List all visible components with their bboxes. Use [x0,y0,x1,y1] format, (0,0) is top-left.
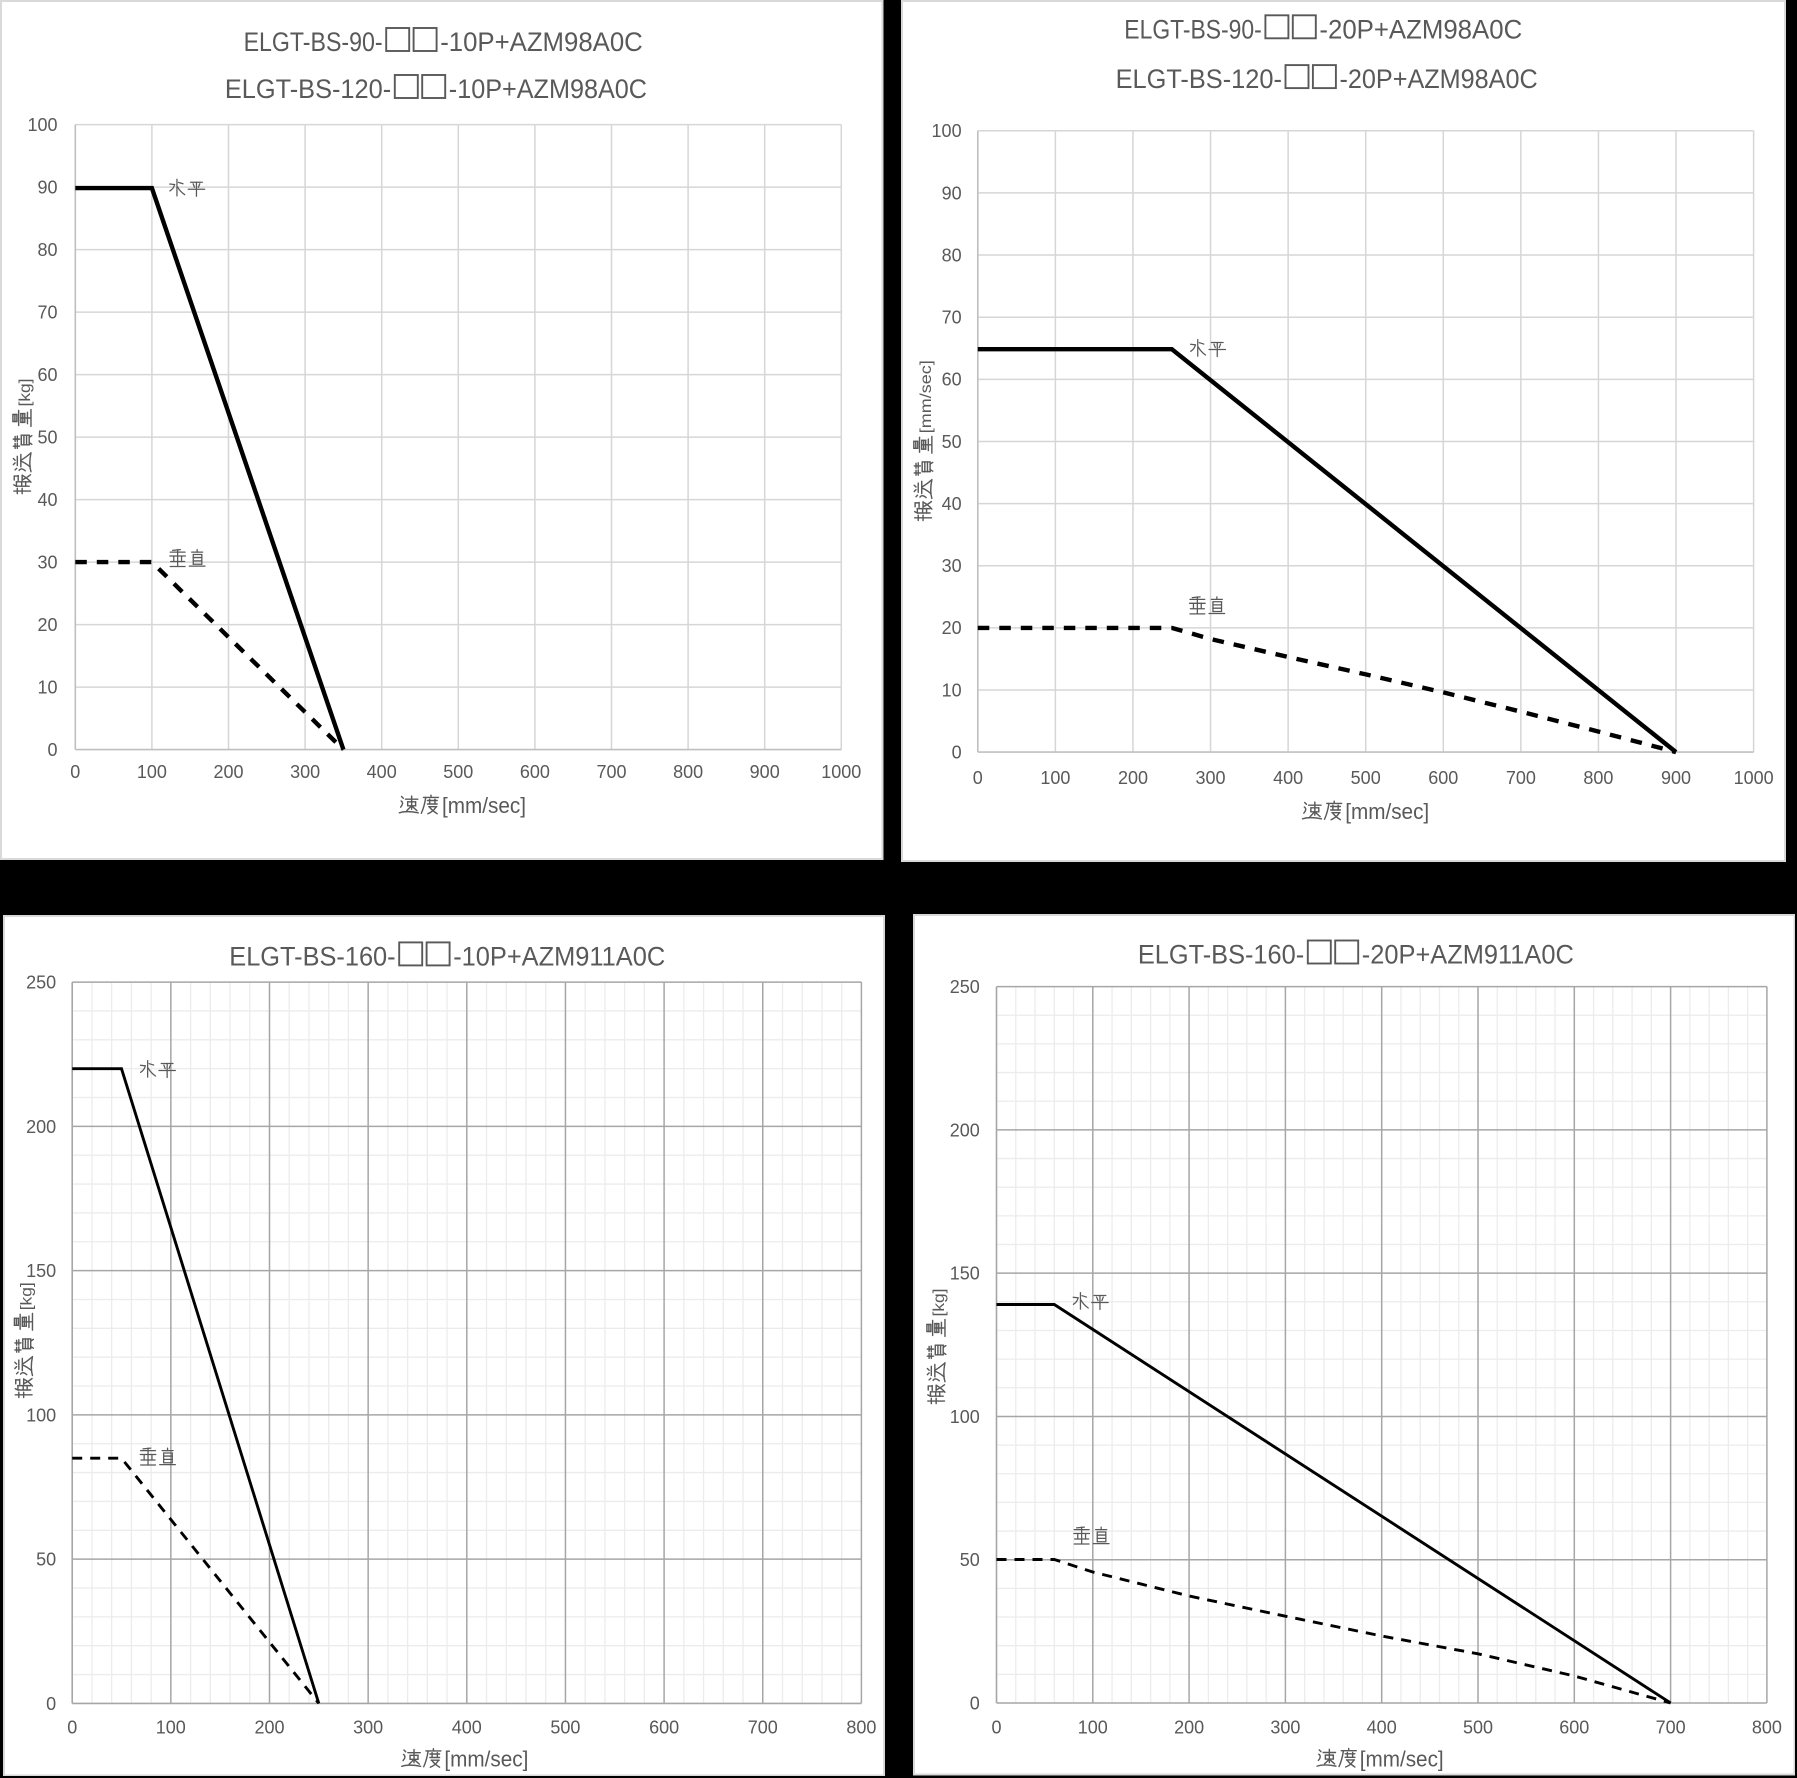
svg-text:1000: 1000 [1734,768,1774,788]
svg-text:600: 600 [1559,1718,1589,1738]
svg-text:60: 60 [942,370,962,390]
svg-text:900: 900 [750,762,780,782]
svg-text:100: 100 [155,1717,185,1737]
svg-text:250: 250 [949,977,979,997]
svg-text:[mm/sec]: [mm/sec] [1359,1746,1443,1771]
svg-text:90: 90 [942,183,962,203]
svg-text:100: 100 [137,762,167,782]
svg-text:0: 0 [973,768,983,788]
svg-text:0: 0 [70,762,80,782]
svg-text:ELGT-BS-160-: ELGT-BS-160- [229,941,395,971]
svg-text:700: 700 [596,762,626,782]
svg-text:400: 400 [367,762,397,782]
svg-text:600: 600 [520,762,550,782]
svg-text:0: 0 [67,1717,77,1737]
svg-text:200: 200 [26,1116,56,1136]
svg-text:ELGT-BS-90-: ELGT-BS-90- [244,27,383,57]
svg-text:10: 10 [942,680,962,700]
svg-text:800: 800 [846,1717,876,1737]
svg-text:-10P+AZM911A0C: -10P+AZM911A0C [453,941,665,971]
svg-text:300: 300 [353,1717,383,1737]
svg-text:300: 300 [290,762,320,782]
svg-text:-10P+AZM98A0C: -10P+AZM98A0C [449,74,647,104]
svg-text:0: 0 [952,743,962,763]
svg-text:600: 600 [649,1717,679,1737]
svg-text:60: 60 [37,365,57,385]
svg-text:600: 600 [1428,768,1458,788]
svg-text:20: 20 [37,615,57,635]
svg-text:0: 0 [47,740,57,760]
svg-text:ELGT-BS-160-: ELGT-BS-160- [1137,940,1303,970]
svg-text:250: 250 [26,972,56,992]
svg-text:ELGT-BS-120-: ELGT-BS-120- [225,74,391,104]
svg-text:30: 30 [942,556,962,576]
svg-text:100: 100 [1077,1718,1107,1738]
svg-text:50: 50 [36,1549,56,1569]
svg-text:100: 100 [932,121,962,141]
svg-text:[kg]: [kg] [17,379,34,407]
svg-text:500: 500 [443,762,473,782]
svg-text:80: 80 [37,240,57,260]
svg-text:50: 50 [959,1550,979,1570]
svg-text:200: 200 [1118,768,1148,788]
svg-text:ELGT-BS-120-: ELGT-BS-120- [1116,64,1282,94]
svg-text:400: 400 [451,1717,481,1737]
svg-text:70: 70 [37,303,57,323]
svg-text:40: 40 [942,494,962,514]
svg-text:500: 500 [1351,768,1381,788]
svg-text:50: 50 [942,432,962,452]
svg-text:400: 400 [1273,768,1303,788]
svg-text:900: 900 [1661,768,1691,788]
svg-text:800: 800 [1751,1718,1781,1738]
svg-text:200: 200 [949,1120,979,1140]
svg-text:300: 300 [1195,768,1225,788]
svg-text:40: 40 [37,490,57,510]
svg-text:100: 100 [1040,768,1070,788]
svg-text:ELGT-BS-90-: ELGT-BS-90- [1124,14,1262,44]
svg-text:0: 0 [46,1693,56,1713]
svg-text:200: 200 [213,762,243,782]
svg-text:200: 200 [1174,1718,1204,1738]
svg-text:[kg]: [kg] [931,1289,948,1317]
svg-text:300: 300 [1270,1718,1300,1738]
svg-text:100: 100 [27,115,57,135]
svg-text:100: 100 [26,1405,56,1425]
svg-text:-10P+AZM98A0C: -10P+AZM98A0C [440,27,643,57]
svg-text:700: 700 [747,1717,777,1737]
svg-text:[mm/sec]: [mm/sec] [442,793,526,818]
svg-text:70: 70 [942,308,962,328]
svg-text:-20P+AZM98A0C: -20P+AZM98A0C [1340,64,1538,94]
svg-text:500: 500 [550,1717,580,1737]
svg-text:700: 700 [1506,768,1536,788]
svg-text:100: 100 [949,1407,979,1427]
svg-text:150: 150 [949,1264,979,1284]
svg-text:10: 10 [37,678,57,698]
svg-text:[mm/sec]: [mm/sec] [918,360,935,433]
svg-text:50: 50 [37,428,57,448]
svg-text:[kg]: [kg] [18,1282,35,1310]
svg-text:200: 200 [254,1717,284,1737]
svg-text:30: 30 [37,553,57,573]
svg-text:90: 90 [37,178,57,198]
svg-text:20: 20 [942,618,962,638]
svg-text:150: 150 [26,1261,56,1281]
svg-text:1000: 1000 [821,762,861,782]
svg-text:[mm/sec]: [mm/sec] [1345,799,1429,824]
svg-text:800: 800 [673,762,703,782]
svg-text:[mm/sec]: [mm/sec] [444,1746,528,1771]
svg-text:400: 400 [1366,1718,1396,1738]
svg-text:0: 0 [991,1718,1001,1738]
svg-text:0: 0 [969,1693,979,1713]
svg-text:800: 800 [1583,768,1613,788]
svg-text:-20P+AZM98A0C: -20P+AZM98A0C [1319,14,1522,44]
svg-text:80: 80 [942,246,962,266]
svg-text:500: 500 [1462,1718,1492,1738]
svg-text:700: 700 [1655,1718,1685,1738]
svg-text:-20P+AZM911A0C: -20P+AZM911A0C [1361,940,1573,970]
